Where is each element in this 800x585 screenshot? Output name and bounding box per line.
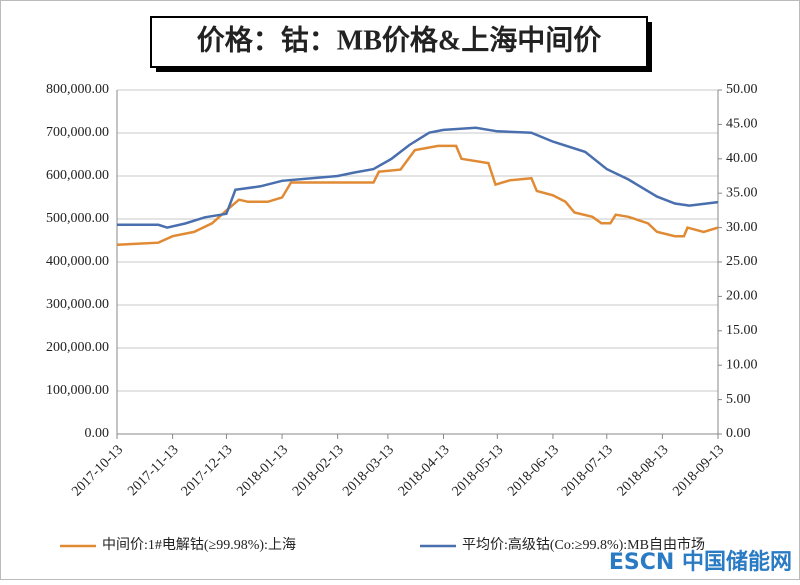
y2-tick-label: 50.00	[726, 82, 758, 97]
y-tick-label: 0.00	[85, 426, 110, 441]
legend-label: 中间价:1#电解钴(≥99.98%):上海	[102, 537, 296, 553]
y-tick-label: 500,000.00	[46, 211, 109, 226]
y2-tick-label: 35.00	[726, 185, 758, 200]
y-tick-label: 400,000.00	[46, 254, 109, 269]
y-tick-label: 700,000.00	[46, 125, 109, 140]
y-tick-label: 800,000.00	[46, 82, 109, 97]
y2-tick-label: 10.00	[726, 357, 758, 372]
chart-title: 价格：钴：MB价格&上海中间价	[197, 24, 602, 56]
y2-tick-label: 30.00	[726, 220, 758, 235]
title-box	[150, 16, 648, 68]
series-line	[117, 126, 719, 229]
y2-tick-label: 20.00	[726, 289, 758, 304]
y2-tick-label: 45.00	[726, 117, 758, 132]
y-tick-label: 300,000.00	[46, 297, 109, 312]
y2-tick-label: 25.00	[726, 254, 758, 269]
y2-tick-label: 0.00	[726, 426, 751, 441]
y2-tick-label: 40.00	[726, 151, 758, 166]
y2-tick-label: 5.00	[726, 392, 751, 407]
y-tick-label: 100,000.00	[46, 383, 109, 398]
legend-label: 平均价:高级钴(Co:≥99.8%):MB自由市场	[462, 536, 705, 553]
watermark: ESCN 中国储能网	[609, 549, 792, 575]
series-line	[116, 144, 719, 247]
y-tick-label: 600,000.00	[46, 168, 109, 183]
y-tick-label: 200,000.00	[46, 340, 109, 355]
y2-tick-label: 15.00	[726, 323, 758, 338]
